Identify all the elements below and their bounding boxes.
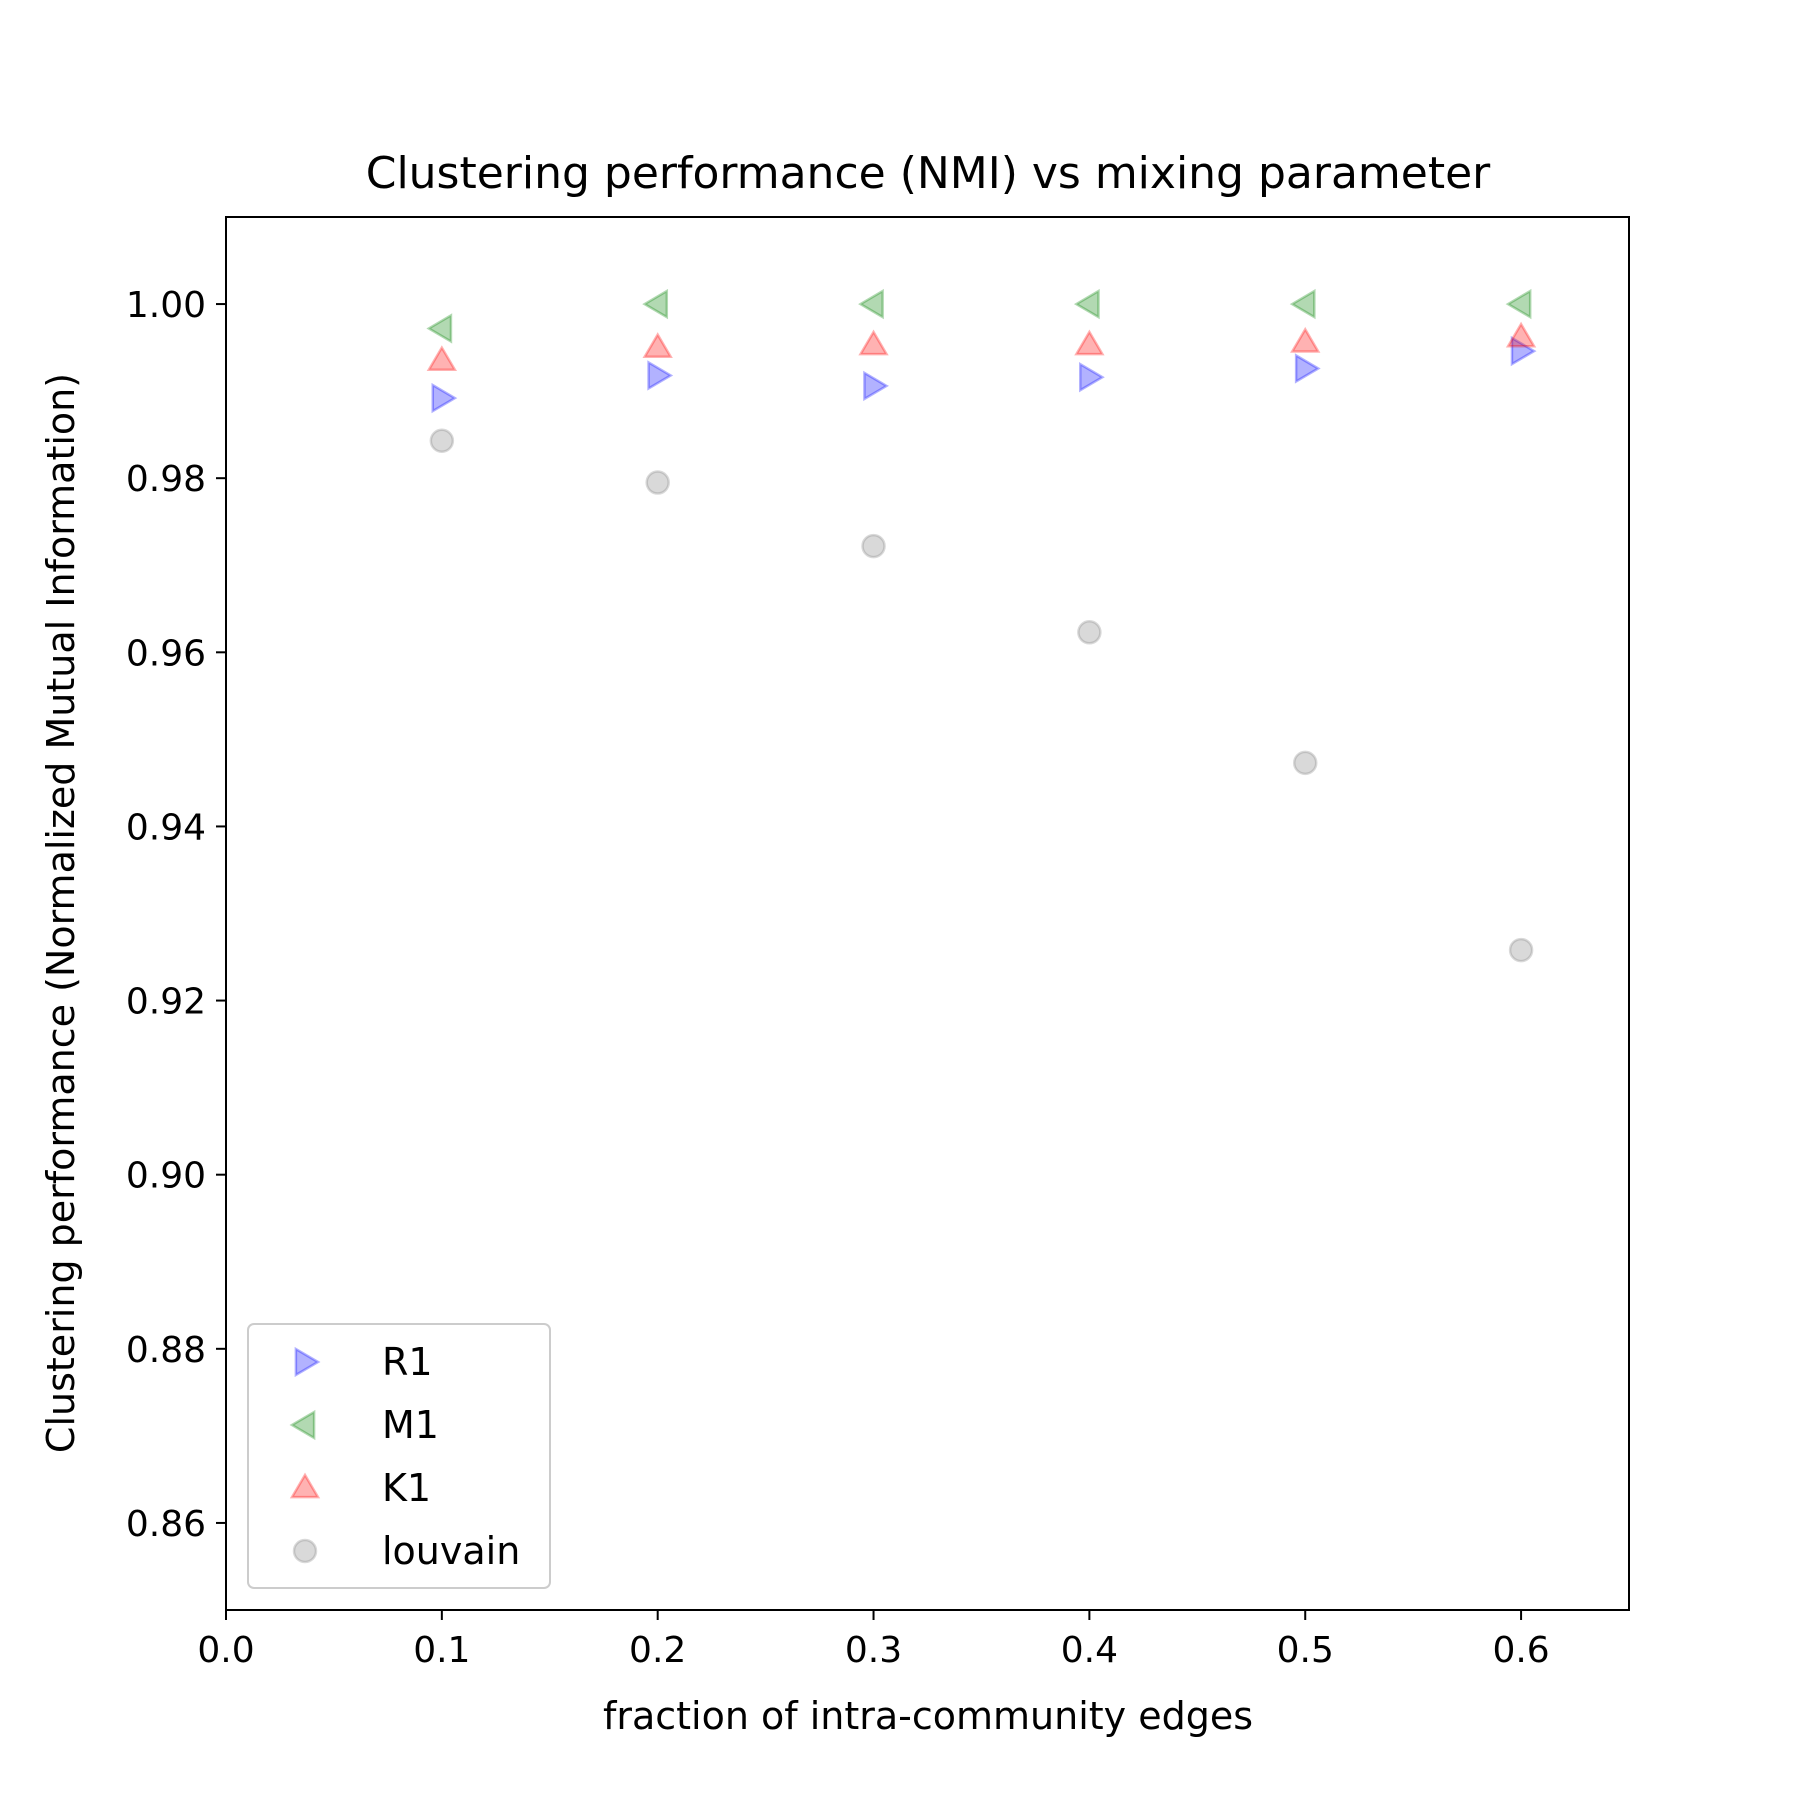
point-k1 xyxy=(642,332,673,358)
point-r1 xyxy=(863,370,890,402)
point-k1 xyxy=(426,345,458,372)
x-tick-label: 0.4 xyxy=(1061,1630,1118,1671)
point-k1 xyxy=(1074,329,1105,356)
y-axis-label: Clustering performance (Normalized Mutua… xyxy=(39,373,83,1453)
y-tick-label: 0.94 xyxy=(126,807,206,848)
legend-label-louvain: louvain xyxy=(382,1529,520,1573)
point-louvain xyxy=(645,470,670,495)
x-tick-label: 0.3 xyxy=(845,1630,902,1671)
point-louvain xyxy=(1077,620,1102,645)
chart-title: Clustering performance (NMI) vs mixing p… xyxy=(366,148,1491,199)
point-louvain xyxy=(1508,937,1534,963)
y-axis: 0.86 0.88 0.90 0.92 0.94 0.96 0.98 1.00 xyxy=(126,285,226,1545)
point-louvain xyxy=(1292,750,1318,776)
legend-marker-louvain xyxy=(292,1538,318,1564)
legend-marker-m1 xyxy=(289,1409,316,1441)
y-tick-label: 1.00 xyxy=(126,285,206,326)
y-tick-label: 0.90 xyxy=(126,1156,206,1197)
point-louvain xyxy=(861,533,886,559)
y-tick-label: 0.96 xyxy=(126,633,206,674)
legend-label-r1: R1 xyxy=(382,1340,433,1384)
x-tick-label: 0.0 xyxy=(197,1630,254,1671)
legend-marker-k1 xyxy=(289,1472,321,1499)
x-axis: 0.0 0.1 0.2 0.3 0.4 0.5 0.6 xyxy=(197,1610,1550,1671)
point-k1 xyxy=(1290,326,1321,353)
y-tick-label: 0.88 xyxy=(126,1330,206,1371)
legend: R1 M1 K1 louvain xyxy=(247,1323,551,1589)
point-r1 xyxy=(1294,353,1321,384)
point-k1 xyxy=(858,329,889,356)
point-r1 xyxy=(1079,362,1105,393)
y-tick-label: 0.92 xyxy=(126,982,206,1023)
legend-marker-r1 xyxy=(294,1346,321,1378)
point-m1 xyxy=(1505,288,1532,320)
point-louvain xyxy=(429,428,455,454)
point-r1 xyxy=(647,360,674,391)
point-m1 xyxy=(1073,288,1100,320)
legend-label-m1: M1 xyxy=(382,1403,439,1447)
y-tick-label: 0.98 xyxy=(126,459,206,500)
point-k1 xyxy=(1505,321,1537,348)
point-m1 xyxy=(426,313,453,344)
point-r1 xyxy=(1510,335,1537,367)
legend-label-k1: K1 xyxy=(382,1466,431,1510)
x-tick-label: 0.5 xyxy=(1277,1630,1334,1671)
point-m1 xyxy=(858,288,884,320)
point-r1 xyxy=(431,382,458,414)
legend-box xyxy=(247,1323,551,1589)
x-axis-label: fraction of intra-community edges xyxy=(603,1694,1253,1738)
y-tick-label: 0.86 xyxy=(126,1504,206,1545)
plot-frame xyxy=(225,216,1630,1611)
x-tick-label: 0.1 xyxy=(413,1630,470,1671)
x-tick-label: 0.6 xyxy=(1492,1630,1549,1671)
x-tick-label: 0.2 xyxy=(629,1630,686,1671)
point-m1 xyxy=(642,288,669,320)
data-markers xyxy=(426,288,1537,963)
point-m1 xyxy=(1289,288,1316,320)
